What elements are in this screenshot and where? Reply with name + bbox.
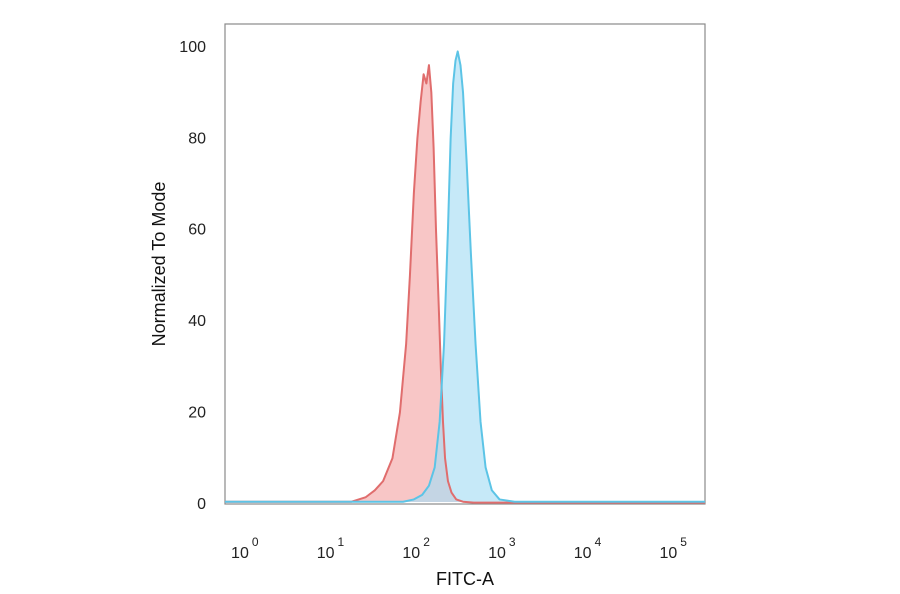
x-tick-label: 102 [402, 535, 430, 562]
x-tick-label: 104 [574, 535, 602, 562]
x-tick-label: 101 [317, 535, 345, 562]
series-2-line [225, 50, 705, 503]
x-tick-label: 100 [231, 535, 259, 562]
x-tick-label: 105 [659, 535, 687, 562]
x-axis-label: FITC-A [436, 569, 494, 589]
series-2-area [225, 51, 705, 503]
y-tick-labels: 0 20 40 60 80 100 [179, 39, 206, 513]
y-tick-label: 40 [188, 313, 206, 330]
y-tick-label: 20 [188, 405, 206, 422]
y-tick-label: 80 [188, 130, 206, 147]
y-tick-label: 100 [179, 39, 206, 56]
series-layer [225, 50, 705, 504]
series-1-line [225, 64, 705, 504]
x-tick-labels: 100 101 102 103 104 105 [231, 535, 687, 562]
y-tick-label: 0 [197, 496, 206, 513]
x-tick-label: 103 [488, 535, 516, 562]
y-axis-label: Normalized To Mode [149, 182, 169, 347]
y-tick-label: 60 [188, 222, 206, 239]
